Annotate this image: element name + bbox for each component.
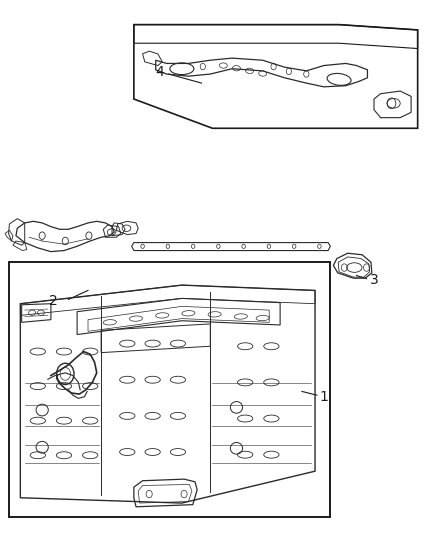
Text: 2: 2 [49, 294, 57, 308]
Text: 1: 1 [319, 390, 328, 403]
Text: 3: 3 [370, 273, 378, 287]
Text: 4: 4 [155, 66, 164, 79]
